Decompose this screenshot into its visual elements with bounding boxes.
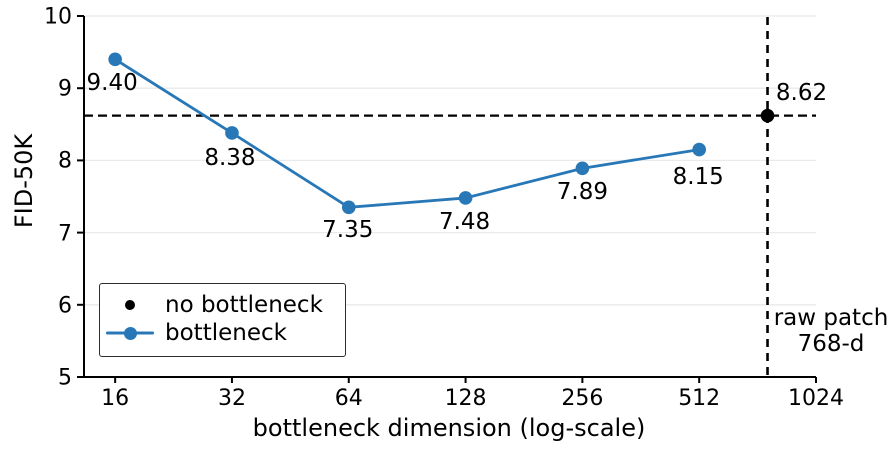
data-point-no-bottleneck[interactable]	[760, 108, 775, 123]
point-value-label: 8.38	[204, 144, 256, 171]
point-value-label: 7.35	[322, 217, 374, 244]
data-point-bottleneck[interactable]	[692, 142, 706, 157]
point-value-label: 8.62	[775, 79, 828, 106]
y-tick-label: 6	[58, 293, 72, 319]
point-value-label: 7.89	[556, 179, 608, 206]
x-tick-label: 32	[217, 386, 246, 411]
x-tick-label: 512	[678, 386, 721, 411]
y-tick-label: 10	[44, 4, 72, 30]
legend-item-bottleneck: bottleneck	[100, 319, 345, 347]
x-tick-label: 64	[334, 386, 363, 411]
data-point-bottleneck[interactable]	[108, 52, 122, 67]
point-value-label: 7.48	[438, 208, 491, 235]
data-point-bottleneck[interactable]	[225, 126, 239, 140]
series-line-bottleneck	[114, 58, 700, 209]
x-axis-label: bottleneck dimension (log-scale)	[252, 414, 646, 442]
legend-item-no-bottleneck: no bottleneck	[100, 291, 345, 319]
y-axis-label: FID-50K	[10, 133, 38, 229]
x-tick-label: 128	[444, 386, 487, 411]
no-bottleneck-marker-icon	[102, 297, 158, 313]
legend-label: no bottleneck	[165, 292, 323, 318]
x-tick-label: 256	[561, 386, 604, 411]
point-value-label: 8.15	[672, 163, 724, 190]
legend: no bottleneck bottleneck	[99, 283, 346, 357]
raw-patch-line1: raw patch	[773, 305, 889, 331]
x-tick-label: 1024	[788, 386, 844, 411]
point-value-label: 9.40	[86, 70, 138, 97]
data-point-bottleneck[interactable]	[458, 191, 473, 205]
raw-patch-line2: 768-d	[797, 331, 865, 357]
y-tick-label: 5	[58, 365, 72, 391]
y-tick-label: 8	[58, 148, 72, 174]
raw-patch-annotation: raw patch 768-d	[774, 305, 889, 357]
x-tick-label: 16	[101, 386, 130, 411]
y-tick-label: 7	[58, 221, 72, 247]
y-tick-label: 9	[58, 76, 72, 102]
bottleneck-marker-icon	[102, 325, 158, 341]
data-point-bottleneck[interactable]	[341, 200, 356, 215]
data-point-bottleneck[interactable]	[575, 161, 590, 176]
legend-label: bottleneck	[165, 320, 287, 346]
